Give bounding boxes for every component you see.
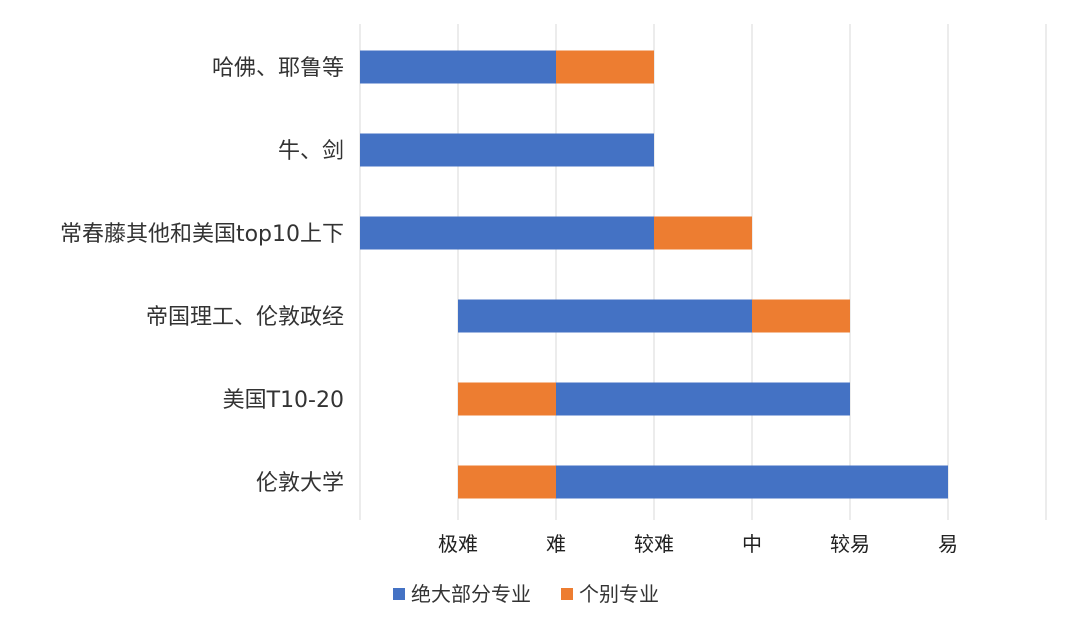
x-tick-label: 较易 (830, 532, 870, 556)
bar-segment-majority (556, 382, 850, 416)
gridlines (359, 24, 1047, 520)
bar-segment-majority (556, 465, 948, 499)
bar-segment-some (458, 382, 556, 416)
x-tick-label: 易 (938, 532, 958, 556)
category-label: 牛、剑 (278, 139, 344, 164)
category-label: 哈佛、耶鲁等 (212, 56, 344, 81)
bar-segment-majority (360, 133, 654, 167)
legend-swatch (393, 588, 405, 600)
legend-swatch (561, 588, 573, 600)
x-tick-label: 难 (546, 532, 566, 556)
category-label: 伦敦大学 (256, 471, 344, 496)
category-label: 美国T10-20 (223, 388, 344, 413)
bar-segment-majority (360, 50, 556, 84)
category-labels: 哈佛、耶鲁等牛、剑常春藤其他和美国top10上下帝国理工、伦敦政经美国T10-2… (60, 56, 344, 496)
bar-segment-majority (360, 216, 654, 250)
bar-segment-some (556, 50, 654, 84)
legend-label: 绝大部分专业 (411, 582, 531, 606)
x-tick-label: 较难 (634, 532, 674, 556)
bar-segment-some (458, 465, 556, 499)
bar-segment-some (654, 216, 752, 250)
legend: 绝大部分专业 个别专业 (393, 582, 659, 606)
category-label: 帝国理工、伦敦政经 (146, 305, 344, 330)
x-tick-label: 中 (742, 532, 762, 556)
legend-label: 个别专业 (579, 582, 659, 606)
x-tick-label: 极难 (438, 532, 478, 556)
bar-segment-majority (458, 299, 752, 333)
category-label: 常春藤其他和美国top10上下 (60, 222, 344, 247)
bar-segment-some (752, 299, 850, 333)
bars (360, 50, 948, 499)
x-tick-labels: 极难 难 较难 中 较易 易 (438, 532, 958, 556)
